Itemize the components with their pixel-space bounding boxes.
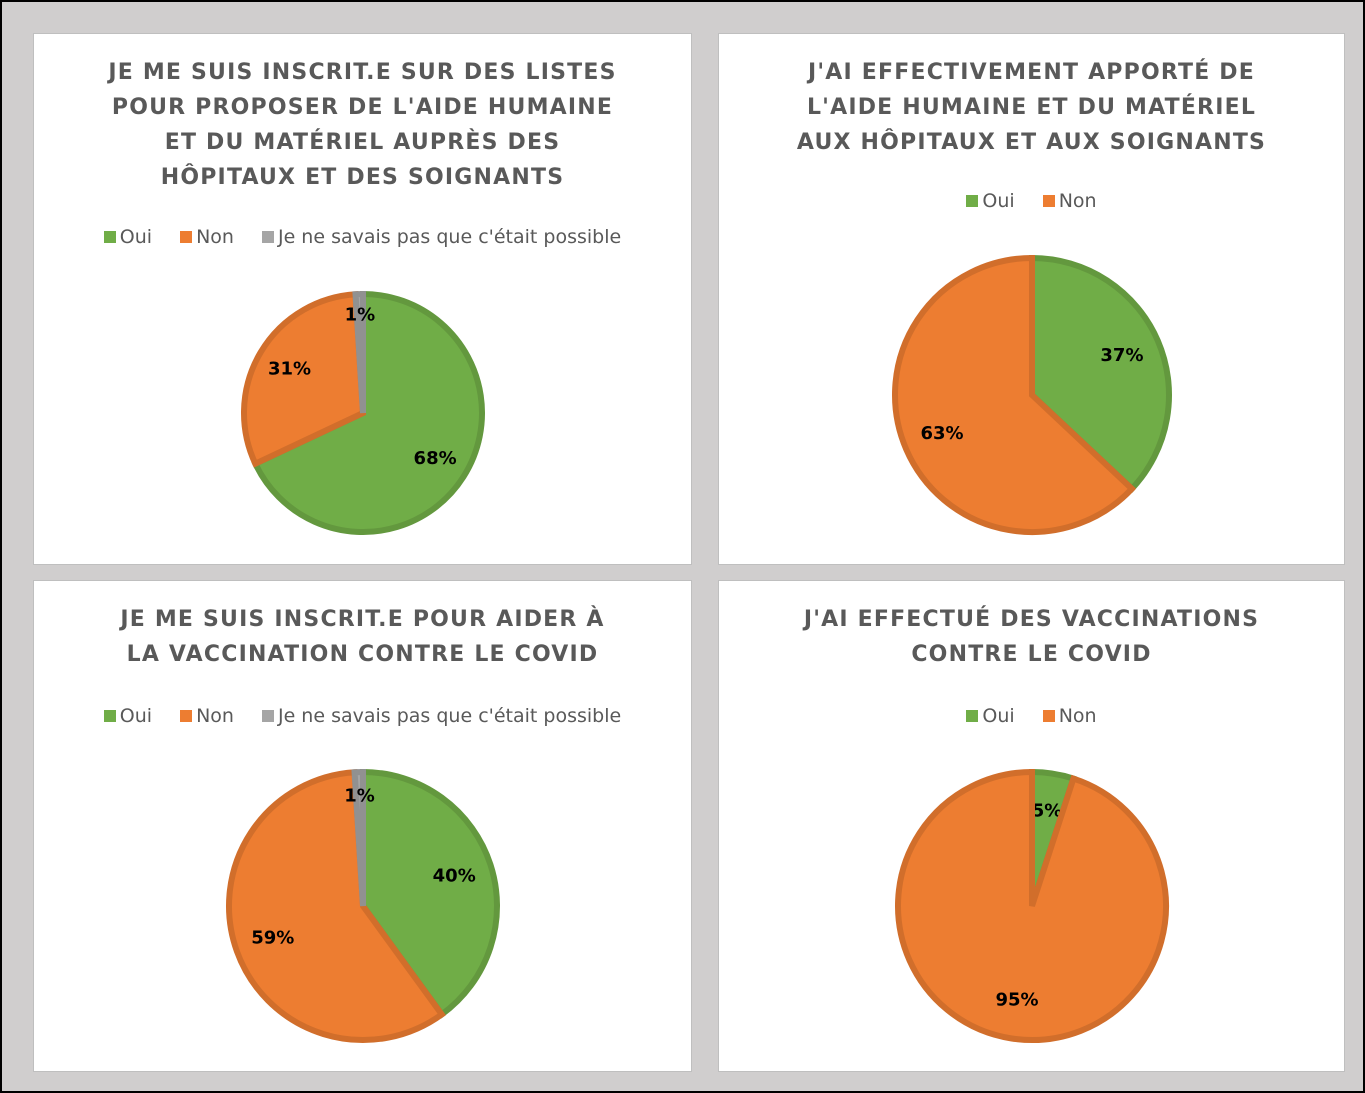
data-label: 5%	[1032, 800, 1063, 821]
chart-title: HÔPITAUX ET DES SOIGNANTS	[160, 165, 565, 190]
legend-label: Oui	[119, 705, 153, 727]
legend-item: Non	[1042, 190, 1097, 212]
pie-slice	[352, 290, 366, 414]
legend-swatch	[1042, 710, 1055, 722]
legend-swatch	[180, 710, 193, 722]
pie-chart: 37% 63%	[892, 254, 1172, 535]
legend-swatch	[180, 231, 193, 243]
legend-item: Oui	[103, 226, 153, 248]
legend-label: Non	[196, 705, 234, 727]
chart-title: J'AI EFFECTIVEMENT APPORTÉ DE	[807, 60, 1255, 85]
legend-label: Oui	[982, 190, 1015, 212]
legend-swatch	[261, 710, 274, 722]
pie-slice	[360, 768, 500, 1019]
legend-item: Oui	[966, 190, 1015, 212]
data-label: 68%	[414, 448, 457, 469]
pie-slice	[226, 769, 446, 1043]
chart-title: LA VACCINATION CONTRE LE COVID	[126, 642, 599, 667]
chart-title: AUX HÔPITAUX ET AUX SOIGNANTS	[796, 130, 1267, 155]
legend-item: Non	[1042, 705, 1097, 727]
legend: Oui Non	[719, 705, 1344, 727]
legend-swatch	[966, 710, 979, 722]
legend-swatch	[1042, 195, 1055, 207]
pie-slice	[1029, 254, 1172, 494]
pie-slice	[351, 768, 366, 907]
pie-chart: 68% 31% 1%	[241, 290, 485, 535]
chart-title: J'AI EFFECTUÉ DES VACCINATIONS	[803, 607, 1260, 632]
legend-label: Je ne savais pas que c'était possible	[277, 226, 622, 248]
legend-swatch	[103, 231, 116, 243]
legend-item: Je ne savais pas que c'était possible	[261, 705, 622, 727]
data-label: 95%	[995, 990, 1038, 1011]
legend-item: Non	[180, 226, 234, 248]
data-label: 37%	[1100, 345, 1143, 366]
chart-title: ET DU MATÉRIEL AUPRÈS DES	[164, 130, 561, 155]
pie-slice	[892, 254, 1137, 535]
legend-swatch	[261, 231, 274, 243]
chart-title: POUR PROPOSER DE L'AIDE HUMAINE	[111, 95, 614, 120]
chart-title: JE ME SUIS INSCRIT.E POUR AIDER À	[120, 607, 605, 632]
legend-swatch	[103, 710, 116, 722]
legend: Oui Non Je ne savais pas que c'était possi…	[34, 226, 691, 248]
legend-label: Je ne savais pas que c'était possible	[277, 705, 622, 727]
pie-slice	[251, 290, 485, 535]
data-label: 1%	[345, 304, 376, 325]
chart-panel: JE ME SUIS INSCRIT.E SUR DES LISTES POUR …	[33, 33, 692, 565]
chart-panel: J'AI EFFECTUÉ DES VACCINATIONS CONTRE LE …	[718, 580, 1345, 1072]
pie-slice	[895, 768, 1169, 1043]
data-label: 31%	[268, 359, 311, 380]
legend-label: Oui	[119, 226, 153, 248]
pie-chart: 40% 59% 1%	[226, 768, 500, 1043]
chart-title: JE ME SUIS INSCRIT.E SUR DES LISTES	[108, 60, 617, 85]
legend-swatch	[966, 195, 979, 207]
legend: Oui Non Je ne savais pas que c'était possi…	[34, 705, 691, 727]
data-label: 59%	[251, 927, 294, 948]
data-label: 40%	[433, 865, 476, 886]
data-label: 1%	[344, 785, 375, 806]
legend-label: Non	[1058, 705, 1097, 727]
legend-item: Non	[180, 705, 234, 727]
legend-item: Oui	[966, 705, 1015, 727]
data-label: 63%	[921, 423, 964, 444]
pie-chart: 5% 95%	[895, 768, 1169, 1043]
legend-item: Oui	[103, 705, 153, 727]
legend-label: Non	[1058, 190, 1097, 212]
chart-panel: JE ME SUIS INSCRIT.E POUR AIDER À LA VACC…	[33, 580, 692, 1072]
pie-slice	[241, 291, 367, 468]
chart-panel: J'AI EFFECTIVEMENT APPORTÉ DE L'AIDE HUMA…	[718, 33, 1345, 565]
legend-item: Je ne savais pas que c'était possible	[261, 226, 622, 248]
chart-title: CONTRE LE COVID	[911, 642, 1152, 667]
legend: Oui Non	[719, 190, 1344, 212]
legend-label: Oui	[982, 705, 1015, 727]
chart-title: L'AIDE HUMAINE ET DU MATÉRIEL	[806, 95, 1257, 120]
legend-label: Non	[196, 226, 234, 248]
